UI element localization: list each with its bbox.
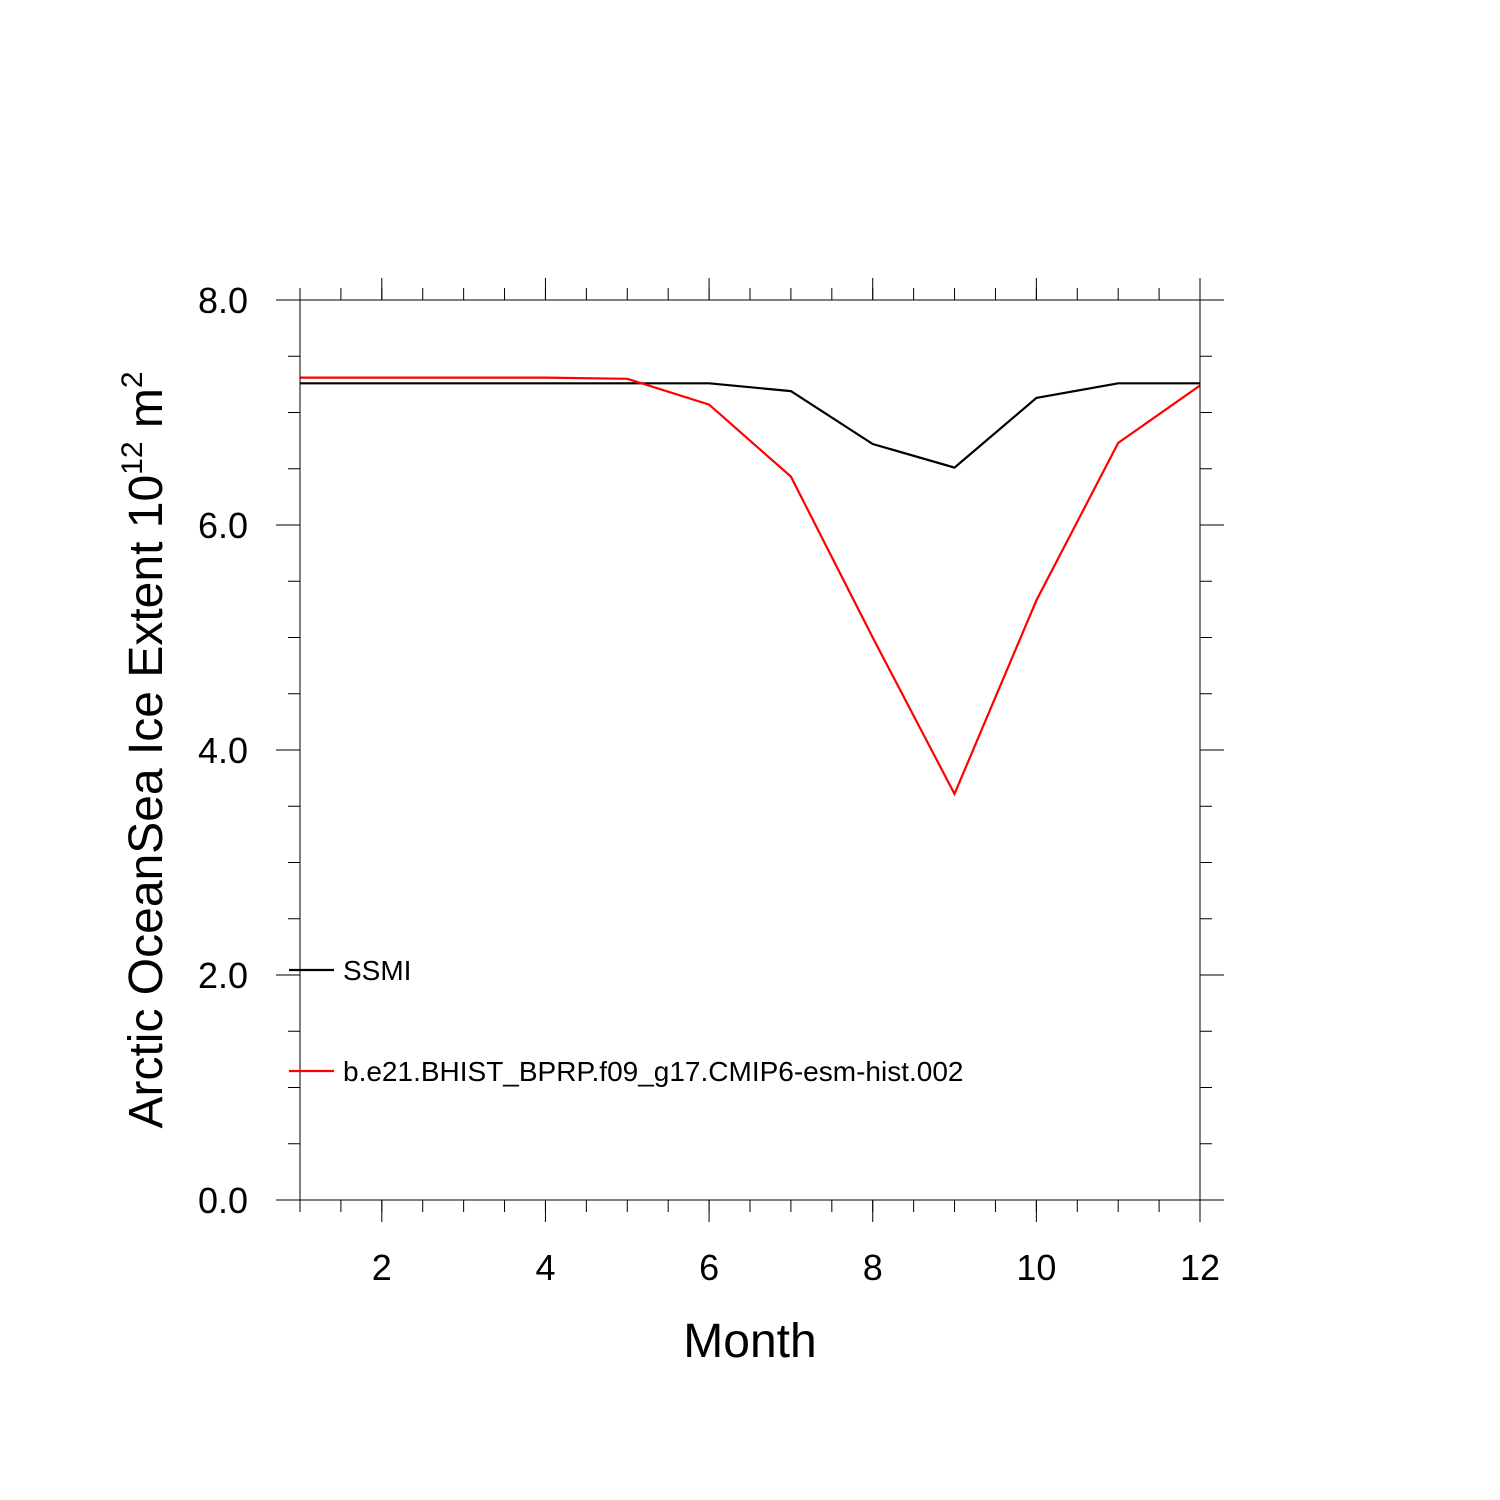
legend: SSMI b.e21.BHIST_BPRP.f09_g17.CMIP6-esm-h… — [289, 955, 963, 1087]
y-axis-title-text: Arctic OceanSea Ice Extent 10 — [120, 475, 173, 1129]
y-axis-title-unit: m — [120, 388, 173, 441]
y-axis-title-exponent: 12 — [116, 441, 149, 474]
tick-labels: 2 4 6 8 10 12 0.0 2.0 4.0 6.0 8.0 — [198, 280, 1220, 1288]
legend-label: b.e21.BHIST_BPRP.f09_g17.CMIP6-esm-hist.… — [343, 1056, 963, 1087]
axis-ticks — [276, 278, 1224, 1222]
x-tick-label: 6 — [699, 1247, 719, 1288]
legend-label: SSMI — [343, 955, 411, 986]
x-tick-label: 10 — [1016, 1247, 1056, 1288]
x-axis-title: Month — [683, 1315, 816, 1368]
x-tick-label: 12 — [1180, 1247, 1220, 1288]
y-tick-label: 4.0 — [198, 730, 248, 771]
x-tick-label: 8 — [863, 1247, 883, 1288]
y-tick-label: 2.0 — [198, 955, 248, 996]
series-line-2 — [300, 376, 1201, 797]
series-line-1 — [300, 382, 1200, 469]
plot-frame — [299, 299, 1201, 1201]
y-axis-title-unit-exponent: 2 — [116, 371, 149, 388]
y-tick-label: 8.0 — [198, 280, 248, 321]
y-axis-title: Arctic OceanSea Ice Extent 1012 m2 — [116, 371, 173, 1128]
y-tick-label: 0.0 — [198, 1180, 248, 1221]
x-tick-label: 4 — [535, 1247, 555, 1288]
y-tick-label: 6.0 — [198, 505, 248, 546]
x-tick-label: 2 — [372, 1247, 392, 1288]
series-lines — [300, 376, 1201, 797]
